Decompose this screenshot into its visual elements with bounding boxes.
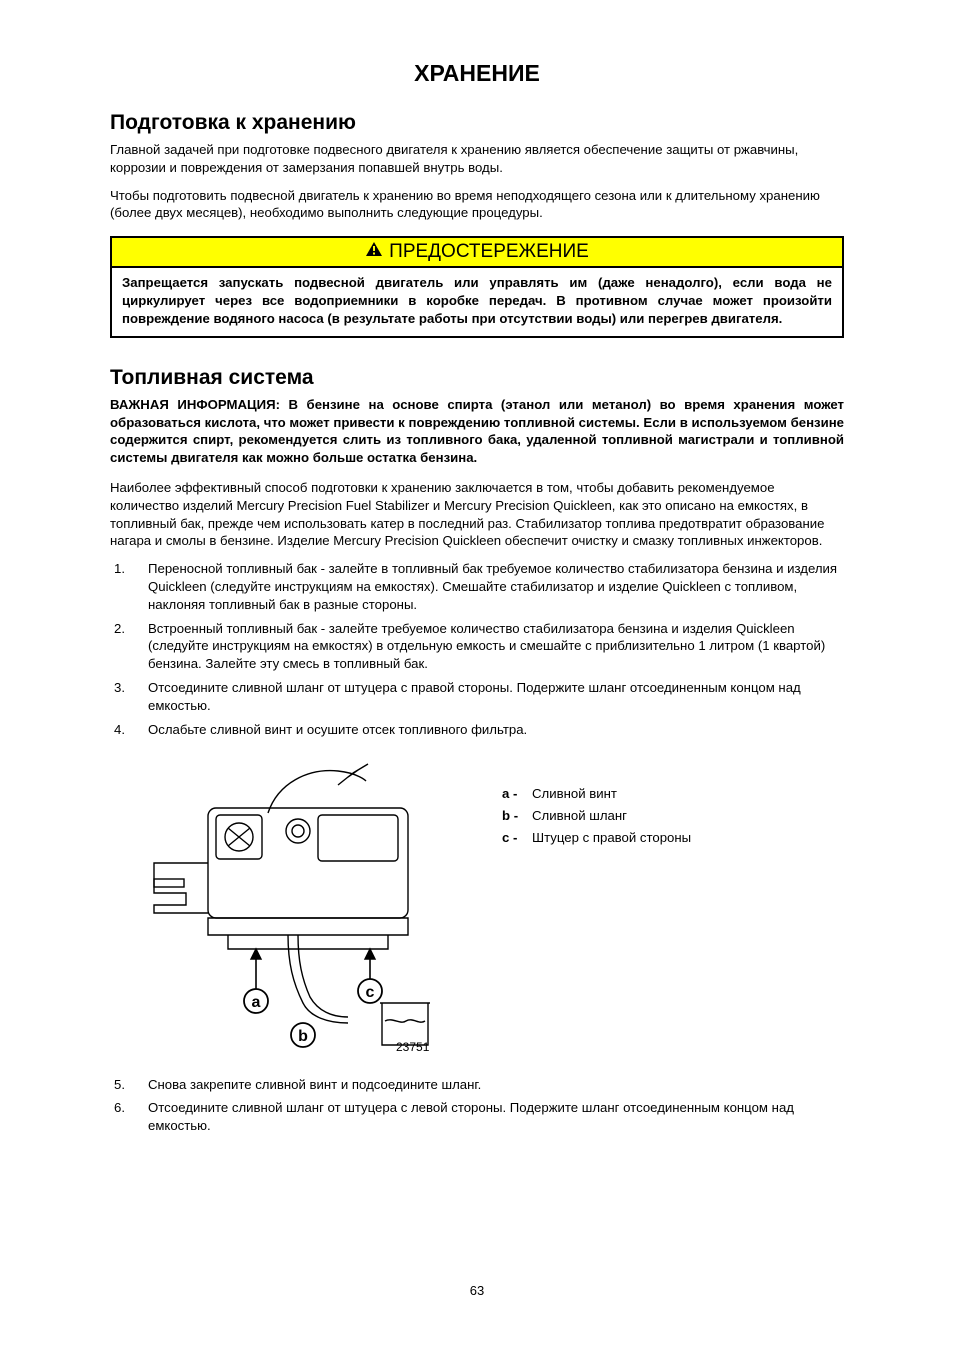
- steps-list-1: 1. Переносной топливный бак - залейте в …: [110, 560, 844, 738]
- list-number: 1.: [110, 560, 148, 613]
- section2-heading: Топливная система: [110, 366, 844, 390]
- warning-header-text: ПРЕДОСТЕРЕЖЕНИЕ: [389, 241, 589, 263]
- section1-heading: Подготовка к хранению: [110, 111, 844, 135]
- figure-number: 23751: [396, 1040, 430, 1053]
- list-number: 3.: [110, 679, 148, 715]
- important-label: ВАЖНАЯ ИНФОРМАЦИЯ:: [110, 397, 289, 412]
- legend-letter: a -: [502, 783, 532, 805]
- legend-text: Сливной шланг: [532, 805, 627, 827]
- warning-triangle-icon: [365, 241, 383, 263]
- section2-p1: Наиболее эффективный способ подготовки к…: [110, 479, 844, 550]
- list-content: Отсоедините сливной шланг от штуцера с л…: [148, 1099, 844, 1135]
- figure-block: a b c 23751 a - Сливной винт b - Сливной…: [148, 753, 844, 1058]
- legend-row: c - Штуцер с правой стороны: [502, 827, 691, 849]
- figure-label-a: a: [252, 994, 261, 1011]
- list-content: Встроенный топливный бак - залейте требу…: [148, 620, 844, 673]
- warning-body: Запрещается запускать подвесной двигател…: [112, 268, 842, 335]
- page-number: 63: [0, 1283, 954, 1298]
- legend-row: a - Сливной винт: [502, 783, 691, 805]
- page-title: ХРАНЕНИЕ: [110, 60, 844, 87]
- section1-p1: Главной задачей при подготовке подвесног…: [110, 141, 844, 177]
- list-item: 6. Отсоедините сливной шланг от штуцера …: [110, 1099, 844, 1135]
- legend-row: b - Сливной шланг: [502, 805, 691, 827]
- list-number: 4.: [110, 721, 148, 739]
- list-item: 3. Отсоедините сливной шланг от штуцера …: [110, 679, 844, 715]
- figure-label-c: c: [366, 984, 375, 1001]
- list-item: 2. Встроенный топливный бак - залейте тр…: [110, 620, 844, 673]
- list-content: Снова закрепите сливной винт и подсоедин…: [148, 1076, 844, 1094]
- list-number: 2.: [110, 620, 148, 673]
- section1-p2: Чтобы подготовить подвесной двигатель к …: [110, 187, 844, 223]
- list-item: 4. Ослабьте сливной винт и осушите отсек…: [110, 721, 844, 739]
- figure-diagram: a b c 23751: [148, 753, 478, 1058]
- figure-legend: a - Сливной винт b - Сливной шланг c - Ш…: [502, 783, 691, 850]
- legend-text: Штуцер с правой стороны: [532, 827, 691, 849]
- figure-label-b: b: [298, 1028, 308, 1045]
- legend-letter: c -: [502, 827, 532, 849]
- list-number: 6.: [110, 1099, 148, 1135]
- list-item: 5. Снова закрепите сливной винт и подсое…: [110, 1076, 844, 1094]
- legend-letter: b -: [502, 805, 532, 827]
- warning-box: ПРЕДОСТЕРЕЖЕНИЕ Запрещается запускать по…: [110, 236, 844, 337]
- steps-list-2: 5. Снова закрепите сливной винт и подсое…: [110, 1076, 844, 1135]
- important-info: ВАЖНАЯ ИНФОРМАЦИЯ: В бензине на основе с…: [110, 396, 844, 467]
- list-number: 5.: [110, 1076, 148, 1094]
- list-content: Переносной топливный бак - залейте в топ…: [148, 560, 844, 613]
- list-content: Ослабьте сливной винт и осушите отсек то…: [148, 721, 844, 739]
- list-content: Отсоедините сливной шланг от штуцера с п…: [148, 679, 844, 715]
- list-item: 1. Переносной топливный бак - залейте в …: [110, 560, 844, 613]
- warning-header: ПРЕДОСТЕРЕЖЕНИЕ: [112, 238, 842, 268]
- legend-text: Сливной винт: [532, 783, 617, 805]
